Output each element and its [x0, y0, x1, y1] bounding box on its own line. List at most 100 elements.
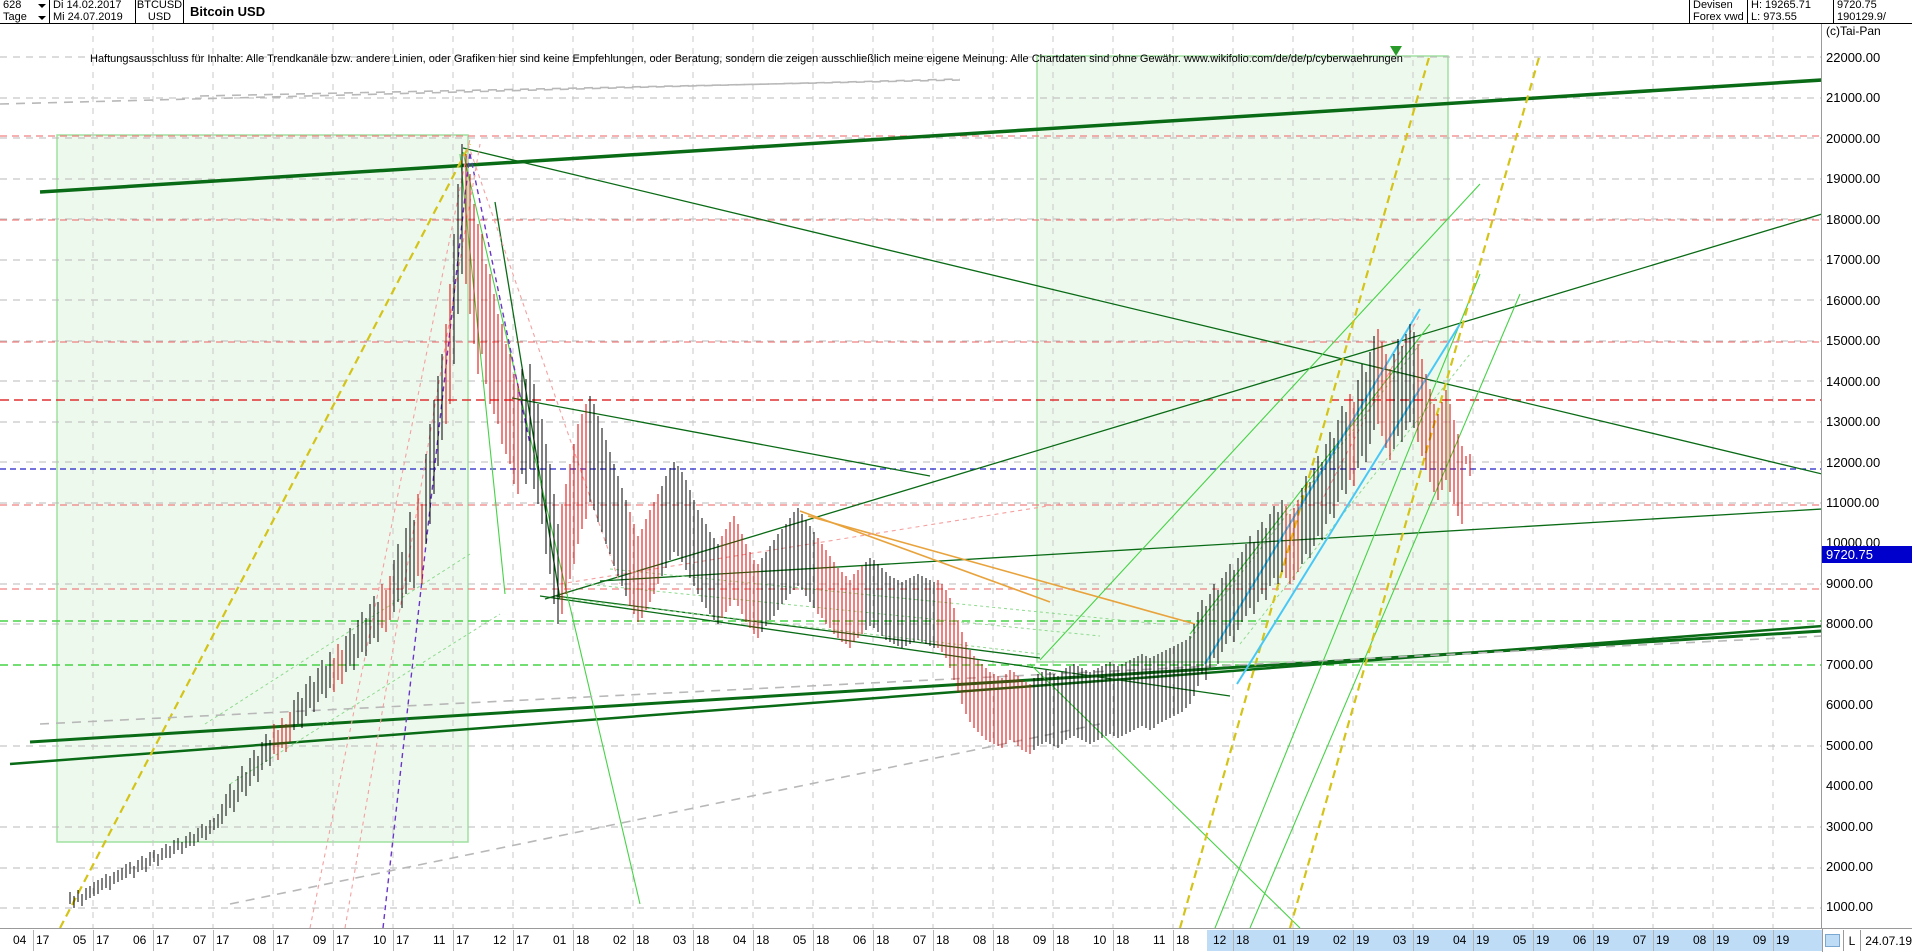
date-tick-year: 19: [1476, 933, 1490, 947]
price-tick-label: 19000.00: [1826, 171, 1881, 187]
support-fan-2: [599, 508, 1821, 582]
lg-line-7: [1249, 293, 1521, 928]
candles-2017-h1: [69, 814, 219, 908]
price-tick-label: 17000.00: [1826, 252, 1881, 268]
date-tick-separator: [813, 930, 814, 951]
date-tick-month: 03: [1393, 933, 1407, 947]
date-tick-separator: [693, 930, 694, 951]
date-tick-month: 01: [1273, 933, 1287, 947]
date-tick-month: 06: [1573, 933, 1587, 947]
chevron-down-icon[interactable]: [38, 15, 46, 20]
bars-count-value: 628: [3, 0, 22, 11]
downtrend-major: [462, 147, 1821, 475]
candles-2018-q2: [589, 396, 627, 596]
date-tick-year: 19: [1596, 933, 1610, 947]
date-tick-separator: [273, 930, 274, 951]
date-tick-separator: [1713, 930, 1714, 951]
date-tick-separator: [93, 930, 94, 951]
source-category: Devisen: [1693, 0, 1733, 11]
date-tick-month: 05: [793, 933, 807, 947]
symbol-cell[interactable]: BTCUSD USD: [136, 0, 184, 23]
date-tick-year: 19: [1416, 933, 1430, 947]
lg-line-4: [1039, 183, 1481, 661]
date-tick-year: 17: [516, 933, 530, 947]
chart-plot-area[interactable]: Haftungsausschluss für Inhalte: Alle Tre…: [0, 24, 1822, 928]
period-selector-cell[interactable]: 628 Tage: [0, 0, 50, 23]
date-axis[interactable]: 04 17 05 17 06 17 07 17 08 17 09 17 10 17 11 17 12 17 01 18…: [0, 928, 1912, 952]
date-tick-month: 03: [673, 933, 687, 947]
support-fan-1: [555, 595, 1041, 659]
violet-reversal: [469, 153, 531, 445]
uptrend-major-right: [544, 213, 1821, 600]
date-tick-separator: [993, 930, 994, 951]
candles-2019-june: [1349, 394, 1355, 486]
price-tick-label: 15000.00: [1826, 333, 1881, 349]
gray-trendlines: [0, 78, 1821, 905]
date-tick-separator: [1653, 930, 1654, 951]
date-tick-month: 06: [853, 933, 867, 947]
price-axis[interactable]: (c)Tai-Pan 9720.75 22000.00 21000.00 20000…: [1822, 24, 1912, 928]
date-tick-separator: [513, 930, 514, 951]
date-range-selection-band[interactable]: [1207, 930, 1822, 951]
date-tick-month: 09: [1033, 933, 1047, 947]
date-tick-separator: [393, 930, 394, 951]
uptrend-lower-long: [539, 595, 1231, 697]
date-tick-year: 17: [36, 933, 50, 947]
price-tick-label: 3000.00: [1826, 818, 1873, 834]
symbol-code: BTCUSD: [136, 0, 183, 11]
date-tick-separator: [1773, 930, 1774, 951]
channel-lower-bound: [9, 624, 1821, 766]
candles-2018-oct: [865, 558, 935, 648]
candles-2018-autumn: [761, 508, 815, 632]
price-tick-label: 1000.00: [1826, 899, 1873, 915]
date-tick-month: 02: [613, 933, 627, 947]
price-tick-label: 18000.00: [1826, 211, 1881, 227]
date-tick-month: 10: [373, 933, 387, 947]
date-tick-month: 12: [493, 933, 507, 947]
lg-line-3: [1029, 663, 1301, 928]
date-tick-year: 17: [396, 933, 410, 947]
descending-trendlines: [462, 147, 1821, 697]
candles-2018-decline: [481, 234, 519, 494]
candles-2019-july-b: [1393, 324, 1415, 449]
chevron-down-icon[interactable]: [38, 3, 46, 8]
candles-2017-blowoff: [425, 144, 479, 544]
date-tick-year: 19: [1296, 933, 1310, 947]
date-tick-separator: [1593, 930, 1594, 951]
date-tick-year: 19: [1656, 933, 1670, 947]
date-tick-separator: [573, 930, 574, 951]
price-tick-label: 8000.00: [1826, 616, 1873, 632]
date-tick-year: 18: [636, 933, 650, 947]
date-tick-separator: [933, 930, 934, 951]
date-tick-year: 18: [816, 933, 830, 947]
candles-2019-july-c: [1417, 344, 1471, 524]
date-tick-separator: [1473, 930, 1474, 951]
bars-count-row[interactable]: 628: [0, 0, 49, 11]
date-tick-year: 18: [756, 933, 770, 947]
low-flag-label: L: [1842, 930, 1862, 951]
date-tick-month: 12: [1213, 933, 1227, 947]
date-tick-year: 18: [1236, 933, 1250, 947]
price-tick-label: 5000.00: [1826, 737, 1873, 753]
price-tick-label: 14000.00: [1826, 373, 1881, 389]
date-tick-year: 17: [156, 933, 170, 947]
page-title-cell: Bitcoin USD: [184, 0, 1690, 23]
date-tick-month: 02: [1333, 933, 1347, 947]
date-range-cell[interactable]: Di 14.02.2017 Mi 24.07.2019: [50, 0, 136, 23]
candlestick-series: [69, 144, 1471, 908]
date-tick-year: 17: [456, 933, 470, 947]
light-green-trendlines: [459, 151, 1521, 928]
date-tick-year: 19: [1776, 933, 1790, 947]
interval-row[interactable]: Tage: [0, 12, 49, 23]
date-tick-year: 18: [1116, 933, 1130, 947]
period-high: H: 19265.71: [1751, 0, 1811, 11]
downtrend-secondary: [511, 397, 931, 477]
date-tick-separator: [1353, 930, 1354, 951]
channel-upper-bound: [39, 78, 1821, 194]
date-tick-separator: [33, 930, 34, 951]
yellow-uptrend-1: [59, 143, 471, 928]
date-tick-month: 08: [253, 933, 267, 947]
yellow-trendlines: [59, 53, 1542, 928]
candles-2019-may: [1301, 406, 1347, 564]
date-axis-ticks[interactable]: 04 17 05 17 06 17 07 17 08 17 09 17 10 17 11 17 12 17 01 18…: [0, 929, 1822, 952]
